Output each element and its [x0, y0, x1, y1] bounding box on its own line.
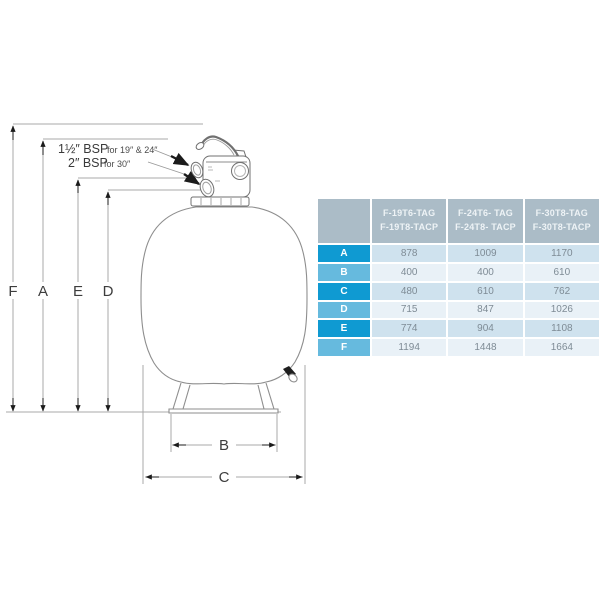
bsp-line2-models: for 30″ — [104, 159, 131, 169]
base-plate — [168, 408, 279, 414]
model-name: F-19T6-TAG — [382, 208, 436, 219]
valve-face-marks — [208, 166, 220, 182]
row-label-F: F — [318, 339, 370, 356]
tank-legs — [172, 382, 275, 410]
dim-label-F: F — [8, 283, 17, 300]
table-cell: 400 — [372, 263, 447, 281]
valve-flange — [190, 196, 250, 207]
table-cell: 480 — [372, 282, 447, 300]
table-cell: 610 — [448, 282, 523, 300]
model-name: F-24T8- TACP — [455, 222, 516, 232]
model-name: F-30T8-TACP — [532, 222, 591, 232]
table-cell: 1026 — [524, 301, 599, 319]
row-label-D: D — [318, 301, 370, 319]
multiport-valve — [190, 135, 251, 207]
model-name: F-30T8-TAG — [535, 208, 588, 219]
table-col-header-2: F-24T6- TAG F-24T8- TACP — [448, 199, 523, 243]
row-label-E: E — [318, 320, 370, 338]
table-cell: 878 — [372, 245, 447, 262]
width-dimensions: B C — [142, 365, 306, 486]
dimension-arrowheads — [10, 125, 111, 412]
table-cell: 1170 — [524, 245, 599, 262]
tank-outline — [140, 206, 308, 385]
table-cell: 400 — [448, 263, 523, 281]
table-cell: 1009 — [448, 245, 523, 262]
table-cell: 715 — [372, 301, 447, 319]
table-col-header-3: F-30T8-TAG F-30T8-TACP — [524, 199, 599, 243]
table-cell: 1448 — [448, 339, 523, 356]
table-cell: 1664 — [524, 339, 599, 356]
dim-label-A: A — [38, 283, 48, 300]
vertical-dimension-lines — [12, 126, 109, 410]
model-name: F-24T6- TAG — [457, 208, 514, 219]
bsp-ports — [190, 161, 215, 198]
dim-label-B: B — [219, 437, 229, 454]
table-cell: 847 — [448, 301, 523, 319]
leader-lines — [147, 148, 185, 175]
row-label-A: A — [318, 245, 370, 262]
row-label-B: B — [318, 263, 370, 281]
dim-label-D: D — [103, 283, 114, 300]
dim-label-E: E — [73, 283, 83, 300]
height-dimension-labels: F A E D — [4, 282, 117, 300]
filter-tank — [140, 206, 308, 414]
model-name: F-19T8-TACP — [380, 222, 439, 232]
bsp-line2-size: 2″ BSP — [68, 156, 108, 170]
flange-bolts — [200, 198, 242, 205]
bsp-annotation: 1½″ BSP for 19″ & 24″ 2″ BSP for 30″ — [58, 142, 201, 185]
table-cell: 774 — [372, 320, 447, 338]
bsp-line1-models: for 19″ & 24″ — [107, 145, 158, 155]
table-cell: 610 — [524, 263, 599, 281]
table-col-header-1: F-19T6-TAG F-19T8-TACP — [372, 199, 447, 243]
dim-label-C: C — [219, 469, 230, 486]
bsp-line1-size: 1½″ BSP — [58, 142, 108, 156]
table-cell: 904 — [448, 320, 523, 338]
table-cell: 762 — [524, 282, 599, 300]
dimensions-table: F-19T6-TAG F-19T8-TACP F-24T6- TAG F-24T… — [318, 199, 599, 356]
port-pointer-arrows — [170, 152, 201, 185]
drain-fitting — [283, 366, 298, 383]
table-cell: 1108 — [524, 320, 599, 338]
table-corner-cell — [318, 199, 370, 243]
valve-handle — [195, 135, 247, 158]
row-label-C: C — [318, 282, 370, 300]
table-cell: 1194 — [372, 339, 447, 356]
